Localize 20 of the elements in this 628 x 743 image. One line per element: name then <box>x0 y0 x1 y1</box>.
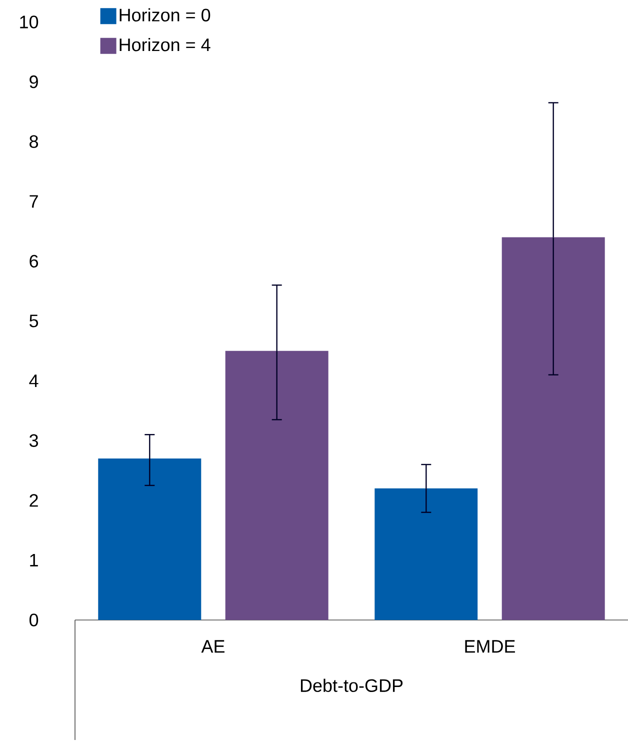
y-tick-label: 9 <box>30 75 38 88</box>
y-tick-label: 1 <box>30 554 38 566</box>
x-tick-label: AE <box>201 640 224 653</box>
y-tick-label: 5 <box>30 314 38 328</box>
x-axis-title: Debt-to-GDP <box>300 678 403 692</box>
x-tick-label: EMDE <box>465 640 515 653</box>
y-tick-label: 4 <box>29 374 38 387</box>
bar <box>225 350 328 620</box>
y-tick-label: 3 <box>29 434 38 447</box>
y-tick-label: 10 <box>20 16 38 28</box>
bar <box>374 488 478 620</box>
y-tick-label: 0 <box>29 614 38 626</box>
y-tick-label: 7 <box>30 195 38 208</box>
y-tick-label: 2 <box>30 494 38 507</box>
bar <box>502 237 605 620</box>
y-tick-label: 6 <box>30 254 38 268</box>
y-tick-label: 8 <box>30 135 38 148</box>
legend-label: Horizon = 4 <box>120 38 210 52</box>
bar <box>98 458 202 620</box>
legend-label: Horizon = 0 <box>120 8 210 22</box>
